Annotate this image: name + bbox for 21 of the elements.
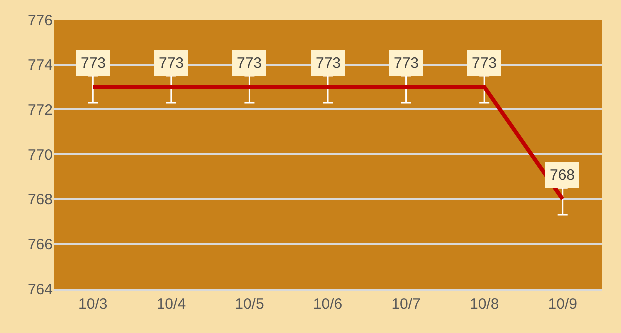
data-label: 773 — [472, 55, 498, 72]
y-tick-label: 772 — [28, 102, 53, 119]
data-label: 773 — [159, 55, 184, 72]
x-tick-label: 10/7 — [392, 296, 421, 313]
x-tick-label: 10/8 — [470, 296, 500, 313]
x-tick-label: 10/4 — [156, 296, 186, 313]
data-label: 773 — [316, 55, 342, 72]
data-label: 768 — [550, 167, 576, 184]
data-label: 773 — [394, 55, 420, 72]
y-tick-label: 766 — [28, 236, 53, 254]
y-tick-label: 774 — [28, 57, 53, 74]
y-tick-label: 770 — [28, 146, 53, 164]
x-tick-label: 10/9 — [548, 296, 578, 313]
x-tick-label: 10/5 — [235, 296, 264, 313]
y-tick-label: 764 — [28, 281, 53, 298]
data-label: 773 — [81, 55, 106, 72]
x-tick-label: 10/3 — [78, 296, 108, 313]
data-label: 773 — [237, 55, 262, 72]
y-tick-label: 776 — [28, 12, 53, 30]
y-tick-label: 768 — [28, 192, 53, 209]
x-tick-label: 10/6 — [313, 296, 343, 313]
